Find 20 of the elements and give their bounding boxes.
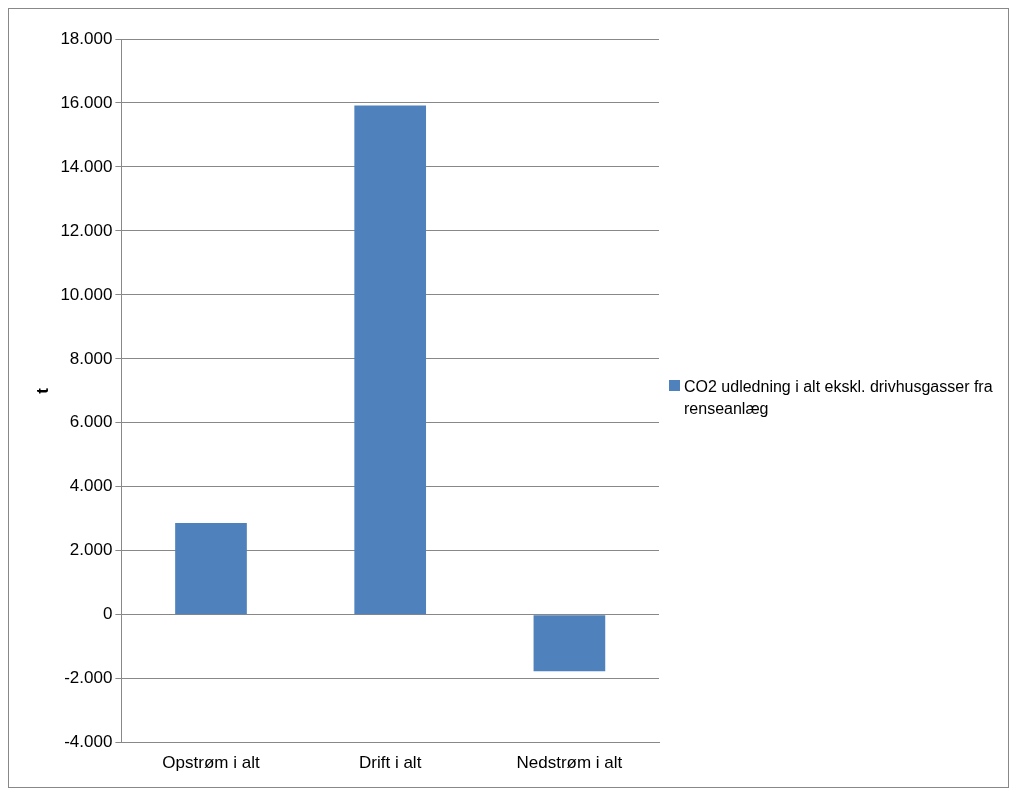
y-tick-label: 0 xyxy=(102,604,113,624)
y-tick-label: 10.000 xyxy=(60,284,113,304)
x-tick-label: Nedstrøm i alt xyxy=(516,753,623,773)
x-tick-label: Drift i alt xyxy=(359,753,422,773)
y-tick-label: 2.000 xyxy=(69,540,113,560)
y-tick-label: 16.000 xyxy=(60,92,113,112)
bar xyxy=(175,522,247,615)
legend-label: CO2 udledning i alt ekskl. drivhusgasser fra renseanlæg xyxy=(684,377,994,419)
x-tick-label: Opstrøm i alt xyxy=(162,753,260,773)
y-tick-label: 4.000 xyxy=(69,476,113,496)
y-tick-label: 8.000 xyxy=(69,348,113,368)
y-axis-title: t xyxy=(32,387,52,394)
y-tick-label: 12.000 xyxy=(60,220,113,240)
bar xyxy=(533,615,606,672)
y-tick-label: -4.000 xyxy=(64,732,113,752)
y-tick-label: -2.000 xyxy=(64,668,113,688)
y-tick-label: 14.000 xyxy=(60,156,113,176)
y-tick-label: 18.000 xyxy=(60,28,113,48)
bar xyxy=(354,105,427,615)
y-tick-label: 6.000 xyxy=(69,412,113,432)
